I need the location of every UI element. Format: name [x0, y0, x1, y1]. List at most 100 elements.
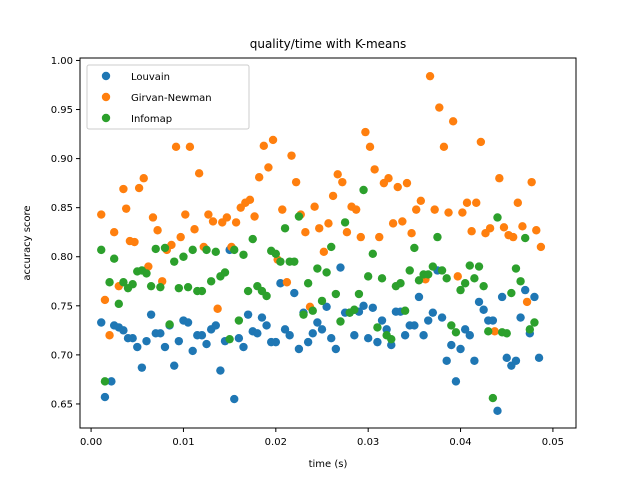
data-point — [333, 170, 342, 179]
data-point — [259, 141, 269, 151]
data-point — [225, 334, 234, 344]
data-point — [174, 283, 184, 293]
data-point — [239, 250, 248, 259]
data-point — [317, 296, 327, 306]
data-point — [262, 291, 271, 301]
y-tick-label: 0.70 — [51, 350, 73, 361]
plot-frame — [79, 57, 577, 429]
data-point — [402, 178, 412, 188]
data-point — [331, 344, 341, 354]
data-point — [410, 243, 419, 253]
data-point — [456, 344, 465, 354]
chart-title: quality/time with K-means — [250, 37, 407, 51]
data-point — [382, 325, 391, 334]
data-point — [361, 127, 370, 137]
data-point — [146, 281, 156, 291]
x-tick-label: 0.01 — [172, 437, 194, 448]
data-point — [470, 356, 479, 365]
data-point — [174, 336, 184, 346]
data-point — [151, 244, 160, 254]
data-point — [148, 213, 158, 222]
data-point — [396, 279, 405, 288]
series-louvain — [97, 245, 544, 416]
data-point — [109, 228, 119, 237]
y-tick-label: 1.00 — [51, 56, 73, 67]
legend-label: Girvan-Newman — [131, 93, 212, 104]
data-point — [359, 301, 368, 311]
data-point — [370, 165, 379, 174]
data-point — [340, 218, 350, 227]
data-point — [493, 213, 502, 222]
data-point — [467, 227, 476, 236]
data-point — [294, 344, 304, 354]
data-point — [119, 184, 128, 194]
legend: Louvain Girvan-Newman Infomap — [86, 64, 250, 130]
data-point — [507, 288, 516, 298]
y-tick-label: 0.85 — [51, 203, 73, 214]
data-point — [250, 212, 259, 221]
data-point — [280, 224, 290, 233]
data-point — [530, 318, 539, 327]
legend-marker — [101, 92, 111, 102]
data-point — [105, 331, 114, 340]
data-point — [206, 277, 216, 286]
data-point — [188, 346, 197, 356]
data-point — [271, 337, 281, 347]
data-point — [414, 276, 424, 285]
data-point — [460, 325, 470, 334]
data-point — [488, 393, 498, 403]
data-point — [278, 205, 287, 214]
data-point — [119, 326, 128, 335]
data-point — [299, 310, 308, 319]
data-point — [479, 305, 488, 314]
data-point — [216, 366, 225, 375]
x-tick-label: 0.04 — [449, 437, 471, 448]
data-point — [160, 243, 170, 253]
data-point — [368, 249, 377, 258]
data-point — [134, 183, 144, 193]
data-point — [202, 339, 211, 349]
data-point — [276, 257, 285, 266]
data-point — [188, 245, 197, 255]
data-point — [447, 321, 456, 330]
data-point — [291, 177, 301, 187]
data-point — [230, 245, 239, 255]
y-axis-label: accuracy score — [22, 205, 33, 280]
data-point — [160, 342, 170, 352]
data-point — [280, 325, 290, 334]
legend-marker — [101, 71, 111, 81]
data-point — [197, 286, 207, 296]
data-point — [354, 289, 364, 299]
data-point — [377, 274, 387, 283]
data-point — [185, 142, 195, 152]
data-point — [414, 292, 424, 302]
data-point — [290, 288, 299, 298]
x-axis: 0.00 0.01 0.02 0.03 0.04 0.05 — [80, 428, 564, 448]
data-point — [208, 217, 218, 226]
data-point — [410, 321, 419, 330]
data-point — [170, 257, 179, 266]
data-point — [513, 198, 523, 207]
data-point — [350, 331, 359, 340]
data-point — [338, 177, 347, 187]
data-point — [488, 316, 498, 325]
data-point — [359, 185, 368, 195]
data-point — [303, 337, 313, 347]
data-point — [516, 313, 525, 322]
data-point — [502, 353, 511, 363]
data-point — [257, 313, 267, 322]
data-point — [245, 195, 255, 205]
data-point — [365, 142, 375, 152]
data-point — [336, 263, 345, 272]
data-point — [239, 342, 248, 352]
data-point — [211, 247, 220, 257]
data-point — [387, 334, 396, 344]
points-layer — [97, 71, 546, 416]
data-point — [308, 329, 317, 338]
data-point — [525, 325, 535, 334]
data-point — [511, 356, 521, 365]
data-point — [128, 334, 137, 343]
data-point — [456, 285, 465, 295]
data-point — [490, 327, 499, 336]
x-axis-label: time (s) — [309, 459, 348, 470]
